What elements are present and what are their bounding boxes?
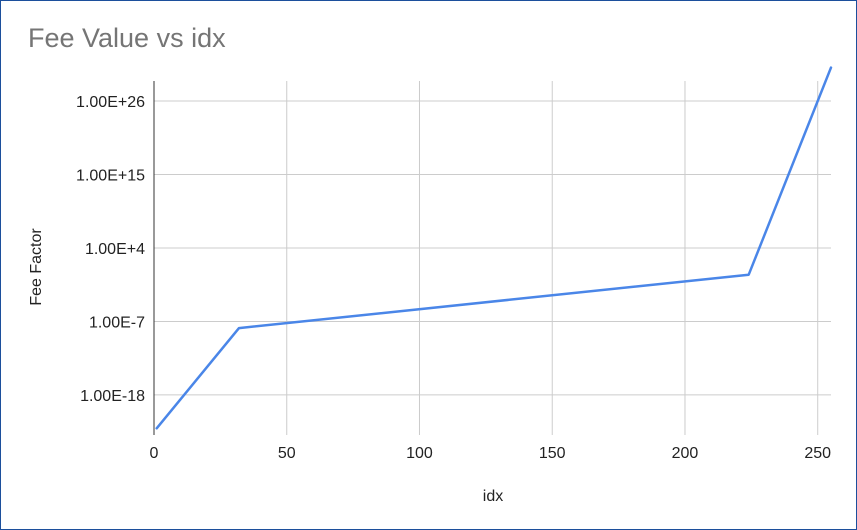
y-tick-label: 1.00E+4 — [85, 241, 145, 258]
x-tick-label: 50 — [278, 445, 296, 462]
x-tick-label: 200 — [672, 445, 699, 462]
x-tick-label: 150 — [539, 445, 566, 462]
x-tick-label: 0 — [150, 445, 159, 462]
series-line — [155, 66, 833, 430]
y-axis-title: Fee Factor — [28, 228, 45, 306]
series-layer — [155, 66, 833, 430]
y-tick-label: 1.00E+26 — [76, 94, 145, 111]
label-layer: 1.00E-18 1.00E-7 1.00E+4 1.00E+15 1.00E+26 0 5… — [76, 94, 831, 462]
chart-title: Fee Value vs idx — [28, 23, 226, 53]
y-tick-label: 1.00E-7 — [89, 314, 145, 331]
y-tick-label: 1.00E+15 — [76, 168, 145, 185]
grid-layer — [154, 81, 831, 435]
x-tick-label: 250 — [804, 445, 831, 462]
y-tick-label: 1.00E-18 — [80, 388, 145, 405]
x-axis-title: idx — [483, 488, 503, 505]
x-tick-label: 100 — [406, 445, 433, 462]
